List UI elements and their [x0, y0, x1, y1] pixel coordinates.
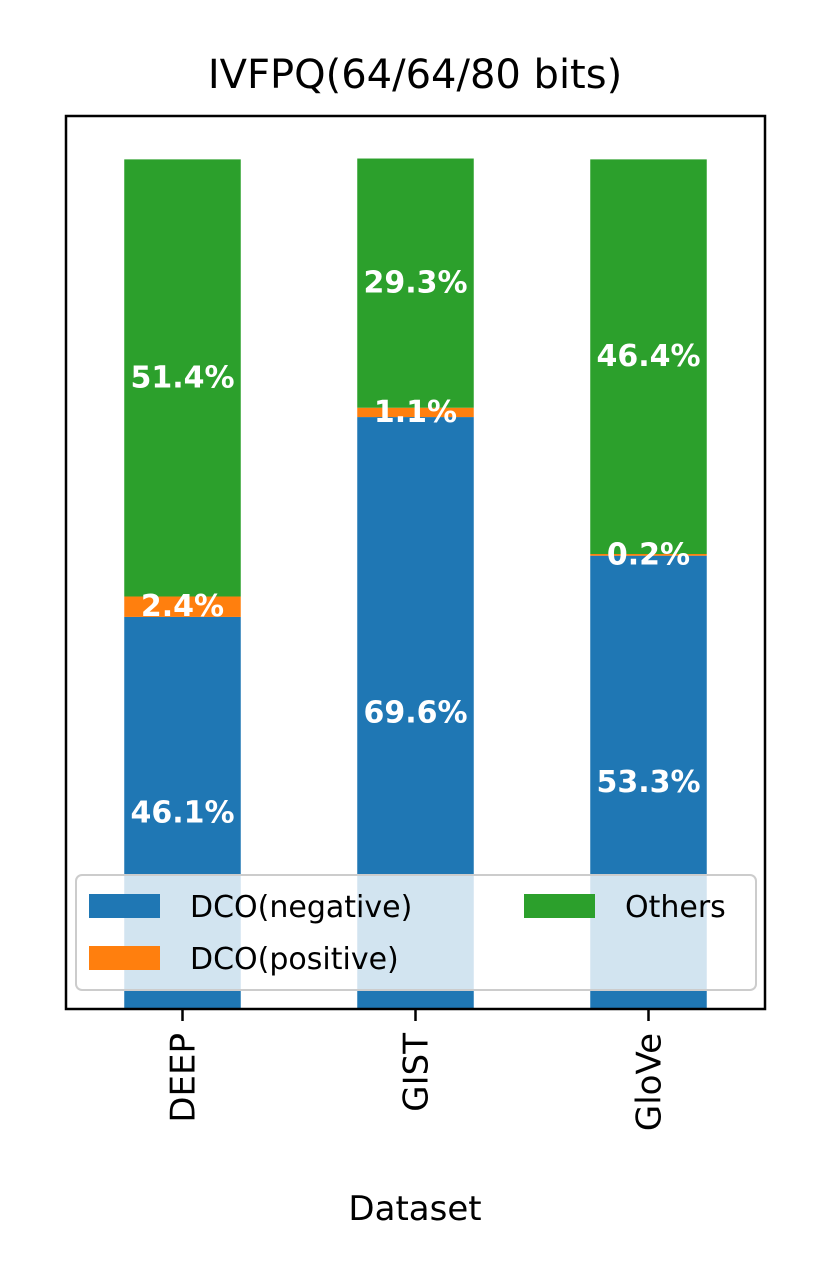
- legend-swatch-others: [524, 894, 595, 918]
- x-axis-label: Dataset: [348, 1189, 481, 1229]
- legend-label-dco-positive: DCO(positive): [190, 942, 399, 977]
- bar-label-glove-dco-negative: 53.3%: [596, 765, 700, 800]
- bar-labels-layer: 46.1% 2.4% 51.4% 69.6% 1.1% 29.3% 53.3% 0.2% 46.…: [130, 266, 700, 831]
- legend-label-dco-negative: DCO(negative): [190, 890, 412, 925]
- legend-label-others: Others: [625, 890, 726, 925]
- x-tick-label-deep: DEEP: [164, 1033, 204, 1123]
- legend-swatch-dco-negative: [89, 894, 160, 918]
- bar-label-gist-others: 29.3%: [363, 266, 467, 301]
- bar-label-gist-dco-positive: 1.1%: [374, 395, 457, 430]
- bar-gist-others: [357, 158, 474, 408]
- bar-label-deep-dco-negative: 46.1%: [130, 795, 234, 830]
- bar-label-deep-others: 51.4%: [130, 360, 234, 395]
- x-tick-label-gist: GIST: [397, 1033, 437, 1112]
- bar-label-gist-dco-negative: 69.6%: [363, 696, 467, 731]
- bar-label-glove-dco-positive: 0.2%: [607, 537, 690, 572]
- bar-glove-dco-positive: [590, 554, 707, 556]
- chart-title: IVFPQ(64/64/80 bits): [208, 52, 622, 98]
- bar-label-deep-dco-positive: 2.4%: [141, 589, 224, 624]
- legend: DCO(negative) DCO(positive) Others: [75, 874, 757, 991]
- bar-deep-others: [124, 159, 241, 597]
- bar-label-glove-others: 46.4%: [596, 339, 700, 374]
- bar-deep-dco-positive: [124, 596, 241, 617]
- x-tick-label-glove: GloVe: [630, 1033, 670, 1131]
- legend-swatch-dco-positive: [89, 946, 160, 970]
- bar-glove-others: [590, 159, 707, 554]
- bar-gist-dco-positive: [357, 407, 474, 418]
- x-ticks-layer: DEEP GIST GloVe: [164, 1009, 670, 1131]
